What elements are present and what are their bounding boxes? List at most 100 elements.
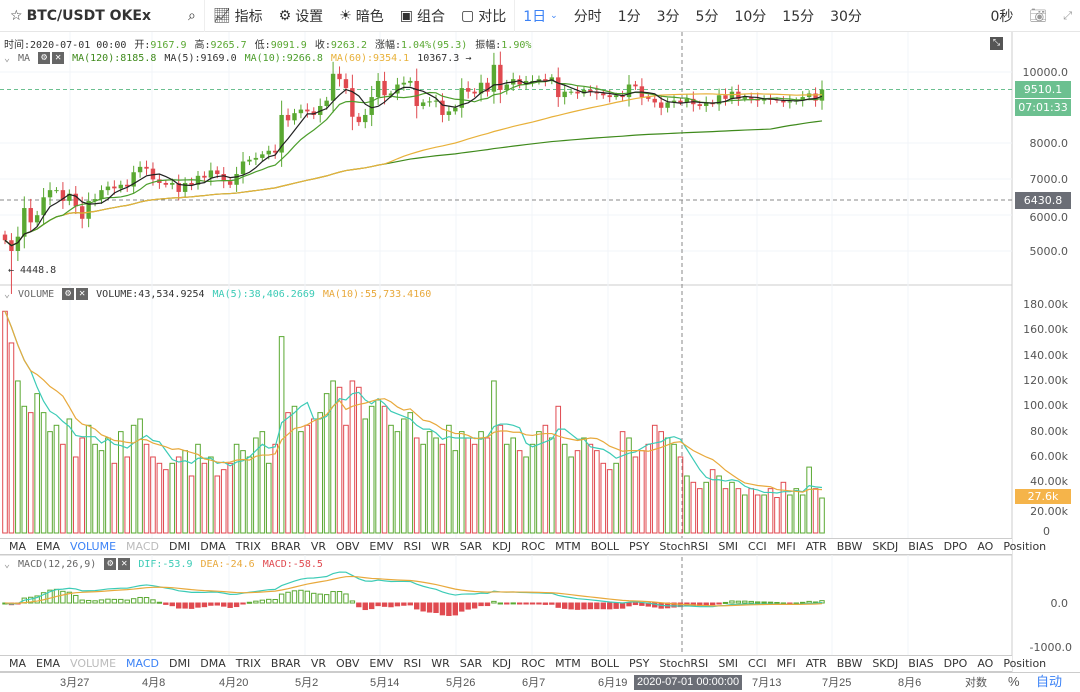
indicator-tab-obv[interactable]: OBV bbox=[336, 657, 360, 670]
indicator-tab-emv[interactable]: EMV bbox=[369, 540, 394, 553]
interval-5m[interactable]: 5分 bbox=[695, 8, 719, 25]
indicator-tab-stochrsi[interactable]: StochRSI bbox=[659, 540, 709, 553]
interval-fenshi[interactable]: 分时 bbox=[573, 8, 602, 25]
gear-icon[interactable]: ⚙ bbox=[62, 288, 75, 300]
interval-30m[interactable]: 30分 bbox=[830, 8, 862, 25]
volume-bar bbox=[407, 412, 414, 534]
fullscreen-icon[interactable]: ⤢ bbox=[1063, 8, 1072, 22]
indicator-tab-emv[interactable]: EMV bbox=[369, 657, 394, 670]
indicator-tab-bbw[interactable]: BBW bbox=[836, 657, 863, 670]
indicator-tab-ema[interactable]: EMA bbox=[36, 540, 60, 553]
indicator-tab-brar[interactable]: BRAR bbox=[270, 540, 301, 553]
symbol-selector[interactable]: ☆ BTC/USDT OKEx bbox=[10, 7, 152, 24]
indicator-tab-boll[interactable]: BOLL bbox=[590, 657, 620, 670]
indicator-tab-smi[interactable]: SMI bbox=[718, 657, 739, 670]
indicator-tab-position[interactable]: Position bbox=[1003, 540, 1047, 553]
search-button[interactable]: ⌕ bbox=[180, 0, 204, 32]
indicator-tab-obv[interactable]: OBV bbox=[336, 540, 360, 553]
gear-icon[interactable]: ⚙ bbox=[38, 52, 51, 64]
indicator-tab-wr[interactable]: WR bbox=[431, 540, 450, 553]
volume-bar bbox=[72, 456, 79, 534]
indicator-tab-bias[interactable]: BIAS bbox=[908, 540, 934, 553]
gear-icon[interactable]: ⚙ bbox=[104, 558, 117, 570]
compare-button[interactable]: ▢ 对比 bbox=[460, 7, 507, 25]
indicator-tab-mfi[interactable]: MFI bbox=[776, 657, 796, 670]
indicator-tab-dma[interactable]: DMA bbox=[200, 657, 226, 670]
indicator-tab-volume[interactable]: VOLUME bbox=[69, 540, 117, 553]
indicator-tab-trix[interactable]: TRIX bbox=[235, 540, 261, 553]
indicator-tab-volume[interactable]: VOLUME bbox=[69, 657, 117, 670]
indicator-tab-sar[interactable]: SAR bbox=[459, 540, 483, 553]
indicator-tab-ema[interactable]: EMA bbox=[36, 657, 60, 670]
interval-1m[interactable]: 1分 bbox=[617, 8, 641, 25]
log-scale-toggle[interactable]: 对数 bbox=[965, 677, 987, 689]
close-icon[interactable]: ✕ bbox=[76, 288, 89, 300]
indicator-tab-atr[interactable]: ATR bbox=[805, 540, 827, 553]
star-icon[interactable]: ☆ bbox=[10, 7, 23, 24]
indicators-button[interactable]: 📈︎ 指标 bbox=[212, 7, 263, 25]
countdown: 0秒 bbox=[990, 8, 1014, 25]
indicator-tab-ao[interactable]: AO bbox=[977, 540, 994, 553]
indicator-tab-macd[interactable]: MACD bbox=[126, 657, 160, 670]
indicator-tab-atr[interactable]: ATR bbox=[805, 657, 827, 670]
indicator-tab-brar[interactable]: BRAR bbox=[270, 657, 301, 670]
interval-dropdown[interactable]: 1日 ⌄ bbox=[523, 8, 558, 25]
settings-button[interactable]: ⚙ 设置 bbox=[278, 7, 324, 25]
camera-icon[interactable]: 📷︎ bbox=[1029, 7, 1048, 24]
indicator-tab-vr[interactable]: VR bbox=[310, 657, 326, 670]
candle-body bbox=[118, 184, 123, 189]
indicator-tab-dpo[interactable]: DPO bbox=[943, 540, 968, 553]
indicator-tab-boll[interactable]: BOLL bbox=[590, 540, 620, 553]
macd-histogram-bar bbox=[587, 602, 594, 610]
collapse-icon[interactable]: ⌄ bbox=[4, 52, 11, 64]
collapse-icon[interactable]: ⌄ bbox=[4, 288, 11, 300]
indicator-tab-ma[interactable]: MA bbox=[9, 657, 27, 670]
indicator-tab-vr[interactable]: VR bbox=[310, 540, 326, 553]
indicator-tab-ao[interactable]: AO bbox=[977, 657, 994, 670]
indicator-tab-stochrsi[interactable]: StochRSI bbox=[659, 657, 709, 670]
indicator-tab-cci[interactable]: CCI bbox=[748, 540, 767, 553]
indicator-tab-trix[interactable]: TRIX bbox=[235, 657, 261, 670]
expand-icon[interactable]: ⤡ bbox=[990, 37, 1003, 50]
indicator-tab-roc[interactable]: ROC bbox=[521, 540, 546, 553]
indicator-tab-dmi[interactable]: DMI bbox=[169, 540, 191, 553]
indicator-tab-skdj[interactable]: SKDJ bbox=[872, 657, 899, 670]
indicator-tab-smi[interactable]: SMI bbox=[718, 540, 739, 553]
close-icon[interactable]: ✕ bbox=[118, 558, 131, 570]
indicator-tab-bbw[interactable]: BBW bbox=[836, 540, 863, 553]
indicator-tab-rsi[interactable]: RSI bbox=[403, 540, 422, 553]
macd-histogram-bar bbox=[671, 602, 677, 608]
indicator-tab-bias[interactable]: BIAS bbox=[908, 657, 934, 670]
indicator-tab-position[interactable]: Position bbox=[1003, 657, 1047, 670]
percent-scale-toggle[interactable]: % bbox=[1008, 674, 1020, 689]
indicator-tab-dmi[interactable]: DMI bbox=[169, 657, 191, 670]
indicator-tab-wr[interactable]: WR bbox=[431, 657, 450, 670]
close-icon[interactable]: ✕ bbox=[52, 52, 65, 64]
indicator-tab-mtm[interactable]: MTM bbox=[555, 657, 581, 670]
interval-15m[interactable]: 15分 bbox=[782, 8, 815, 25]
combo-button[interactable]: ▣ 组合 bbox=[399, 7, 445, 25]
indicator-tab-sar[interactable]: SAR bbox=[459, 657, 483, 670]
auto-scale-toggle[interactable]: 自动 bbox=[1036, 674, 1063, 689]
indicator-tab-kdj[interactable]: KDJ bbox=[492, 657, 512, 670]
indicator-tab-macd[interactable]: MACD bbox=[126, 540, 160, 553]
indicator-tab-rsi[interactable]: RSI bbox=[403, 657, 422, 670]
indicator-tab-dma[interactable]: DMA bbox=[200, 540, 226, 553]
collapse-icon[interactable]: ⌄ bbox=[4, 558, 11, 570]
macd-histogram-bar bbox=[703, 602, 709, 606]
indicator-tab-skdj[interactable]: SKDJ bbox=[872, 540, 899, 553]
indicator-tab-kdj[interactable]: KDJ bbox=[492, 540, 512, 553]
macd-histogram-bar bbox=[375, 602, 381, 607]
indicator-tab-mfi[interactable]: MFI bbox=[776, 540, 796, 553]
dark-mode-button[interactable]: ☀ 暗色 bbox=[339, 7, 384, 25]
interval-3m[interactable]: 3分 bbox=[656, 8, 680, 25]
indicator-tab-ma[interactable]: MA bbox=[9, 540, 27, 553]
indicator-tab-cci[interactable]: CCI bbox=[748, 657, 767, 670]
interval-10m[interactable]: 10分 bbox=[734, 8, 767, 25]
indicator-tab-psy[interactable]: PSY bbox=[629, 657, 650, 670]
indicator-tab-dpo[interactable]: DPO bbox=[943, 657, 968, 670]
indicator-tab-roc[interactable]: ROC bbox=[521, 657, 546, 670]
indicator-tab-psy[interactable]: PSY bbox=[629, 540, 650, 553]
indicator-tab-mtm[interactable]: MTM bbox=[555, 540, 581, 553]
